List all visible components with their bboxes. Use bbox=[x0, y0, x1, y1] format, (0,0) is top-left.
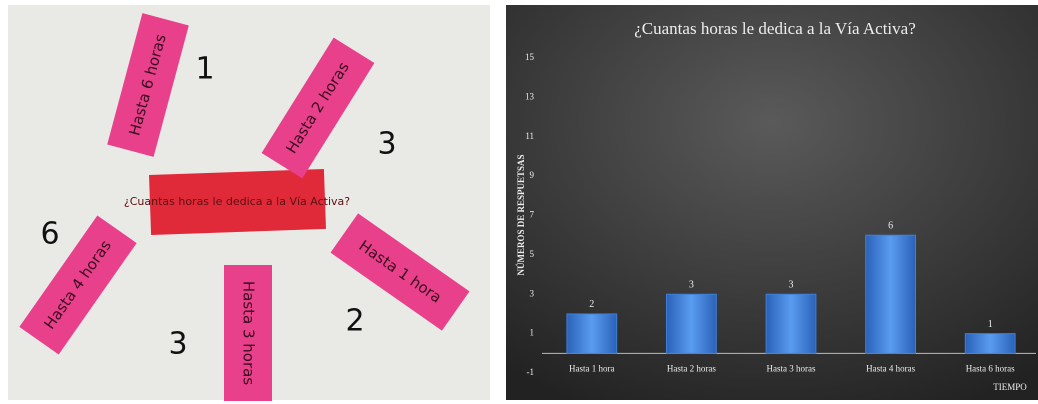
data-label: 3 bbox=[789, 280, 794, 291]
y-tick-label: -1 bbox=[527, 367, 535, 377]
data-label: 1 bbox=[988, 319, 993, 330]
y-axis-label: NÚMEROS DE RESPUETSAS bbox=[516, 154, 526, 275]
note-label: Hasta 3 horas bbox=[240, 281, 258, 385]
y-tick-label: 9 bbox=[530, 170, 535, 180]
note-count: 6 bbox=[40, 217, 59, 252]
note-card bbox=[107, 13, 189, 157]
question: ¿Cuantas horas le dedica a la Vía Activa… bbox=[124, 195, 350, 208]
note-count: 3 bbox=[168, 327, 187, 362]
x-axis-label: TIEMPO bbox=[993, 382, 1027, 392]
chart: ¿Cuantas horas le dedica a la Vía Activa… bbox=[506, 5, 1038, 400]
y-tick-label: 1 bbox=[530, 328, 535, 338]
y-tick-label: 7 bbox=[530, 210, 535, 220]
note-card bbox=[261, 37, 375, 179]
note-count: 3 bbox=[377, 127, 396, 162]
x-tick-label: Hasta 6 horas bbox=[966, 363, 1015, 373]
y-tick-label: 3 bbox=[530, 288, 535, 298]
question-card bbox=[149, 168, 326, 236]
bar bbox=[765, 293, 817, 354]
x-tick-label: Hasta 1 hora bbox=[569, 363, 614, 373]
bar bbox=[964, 333, 1016, 354]
data-label: 3 bbox=[689, 280, 694, 291]
note-card bbox=[330, 213, 470, 331]
x-tick-label: Hasta 2 horas bbox=[667, 363, 716, 373]
data-label: 2 bbox=[589, 299, 594, 310]
data-label: 6 bbox=[888, 220, 893, 231]
x-tick-label: Hasta 4 horas bbox=[866, 363, 915, 373]
note-card bbox=[224, 265, 272, 401]
y-tick-label: 15 bbox=[525, 52, 535, 62]
y-tick-label: 5 bbox=[530, 249, 535, 259]
note-card bbox=[19, 215, 137, 355]
bar bbox=[566, 313, 618, 354]
bar bbox=[666, 293, 717, 354]
note-count: 2 bbox=[345, 304, 364, 339]
photo: ¿Cuantas horas le dedica a la Vía Activa… bbox=[8, 5, 490, 401]
bar bbox=[865, 234, 917, 354]
y-tick-label: 11 bbox=[525, 131, 534, 141]
x-tick-label: Hasta 3 horas bbox=[767, 363, 816, 373]
note-count: 1 bbox=[195, 52, 214, 87]
y-tick-label: 13 bbox=[525, 91, 535, 101]
chart-title: ¿Cuantas horas le dedica a la Vía Activa… bbox=[634, 19, 916, 38]
